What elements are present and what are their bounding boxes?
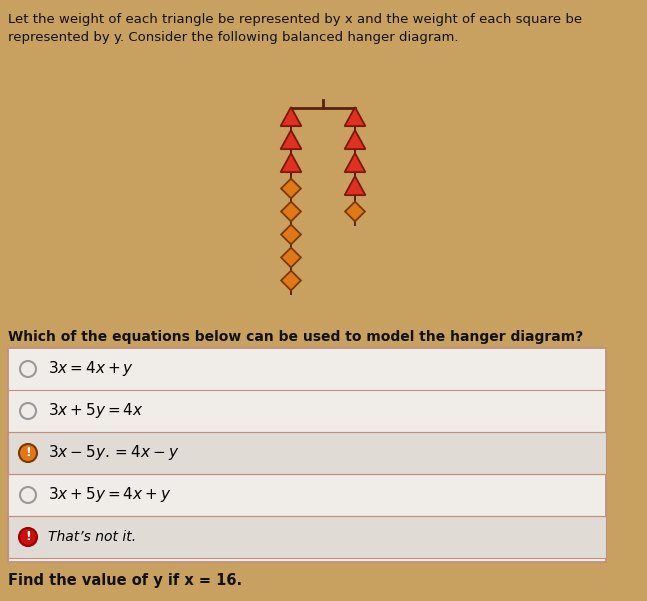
Polygon shape [281,153,302,172]
Text: Let the weight of each triangle be represented by x and the weight of each squar: Let the weight of each triangle be repre… [8,13,582,44]
Text: $3x = 4x + y$: $3x = 4x + y$ [48,359,134,379]
Polygon shape [345,153,366,172]
Polygon shape [281,178,301,198]
Polygon shape [345,107,366,126]
FancyBboxPatch shape [8,348,606,562]
Polygon shape [281,270,301,290]
Circle shape [19,528,37,546]
Polygon shape [345,130,366,149]
FancyBboxPatch shape [8,432,606,474]
Polygon shape [281,130,302,149]
Polygon shape [281,225,301,245]
FancyBboxPatch shape [8,516,606,558]
Polygon shape [345,201,365,221]
Text: $3x − 5y. = 4x − y$: $3x − 5y. = 4x − y$ [48,444,179,463]
Polygon shape [281,248,301,267]
Circle shape [19,444,37,462]
Text: Which of the equations below can be used to model the hanger diagram?: Which of the equations below can be used… [8,330,584,344]
Text: $3x + 5y = 4x + y$: $3x + 5y = 4x + y$ [48,486,171,504]
Text: That’s not it.: That’s not it. [48,530,136,544]
Text: !: ! [25,447,31,460]
Polygon shape [281,107,302,126]
Text: Find the value of y if x = 16.: Find the value of y if x = 16. [8,573,243,588]
Polygon shape [345,176,366,195]
Text: !: ! [25,531,31,543]
Polygon shape [281,201,301,221]
Text: $3x + 5y = 4x$: $3x + 5y = 4x$ [48,401,144,421]
